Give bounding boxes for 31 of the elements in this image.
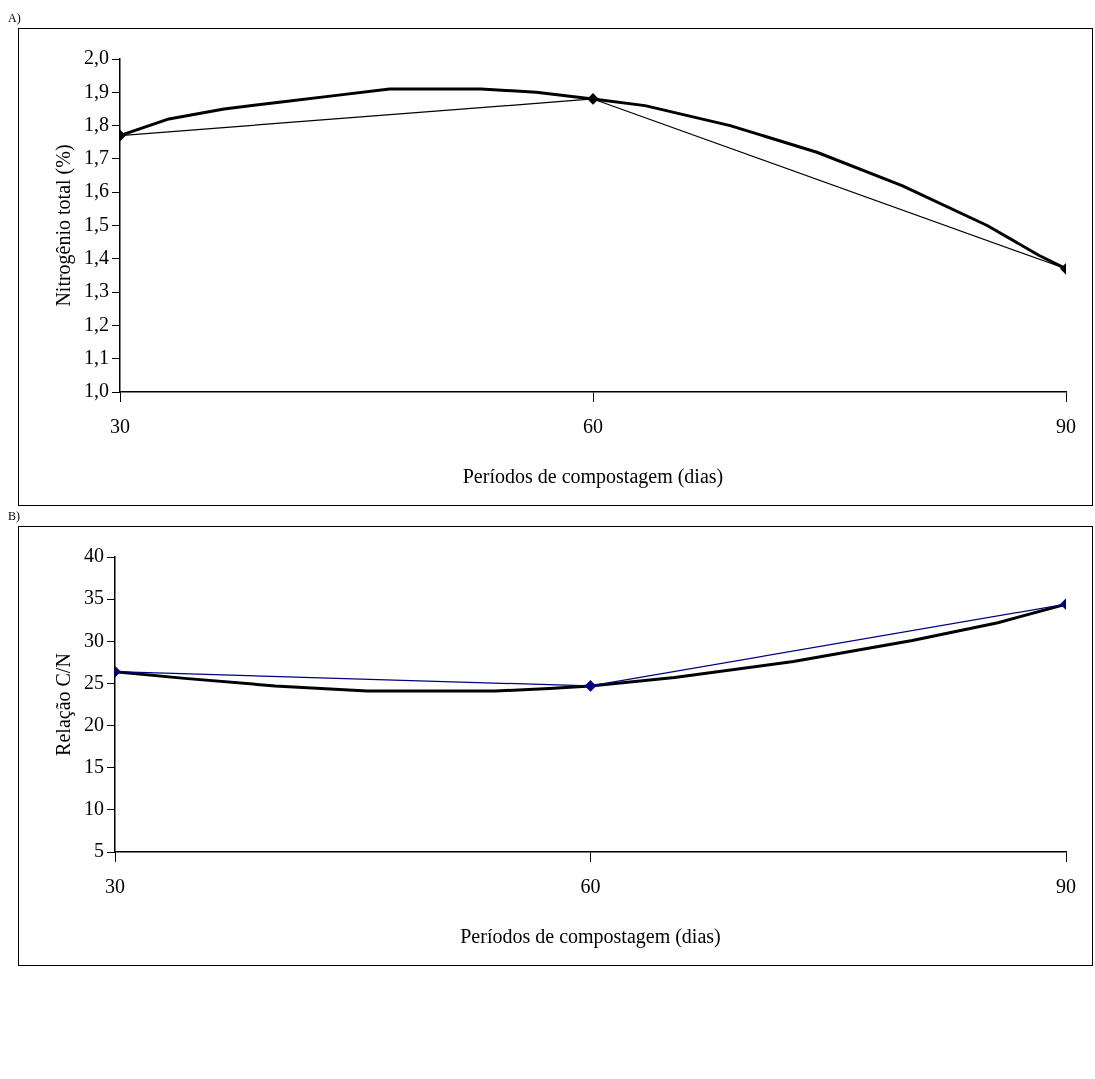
y-tick-label: 1,3 [84,279,109,302]
y-tick-label: 15 [84,754,104,777]
y-tick-label: 10 [84,797,104,820]
y-tick-label: 1,0 [84,379,109,402]
y-tick-label: 1,8 [84,112,109,135]
y-tick-label: 5 [94,839,104,862]
y-axis-title: Nitrogênio total (%) [52,144,76,307]
x-axis-title: Períodos de compostagem (dias) [460,925,721,949]
x-tick-label: 90 [1056,875,1076,898]
x-tick-label: 30 [110,415,130,438]
y-tick-label: 40 [84,544,104,567]
x-tick-label: 60 [580,875,601,898]
y-tick-label: 35 [84,586,104,609]
x-tick-label: 60 [583,415,603,438]
y-tick-label: 30 [84,628,104,651]
y-tick-label: 1,6 [84,179,109,202]
y-tick-label: 1,4 [84,246,109,269]
x-tick-label: 30 [105,875,125,898]
y-axis-title: Relação C/N [52,653,76,756]
y-tick-label: 1,2 [84,312,109,335]
y-tick-label: 2,0 [84,46,109,69]
text: B) [8,508,21,525]
text: A) [8,10,22,27]
y-tick-label: 25 [84,670,104,693]
y-tick-label: 20 [84,712,104,735]
x-axis-title: Períodos de compostagem (dias) [462,465,724,489]
y-tick-label: 1,9 [84,79,109,102]
y-tick-label: 1,7 [84,146,109,169]
x-tick-label: 90 [1056,415,1076,438]
y-tick-label: 1,1 [84,345,109,368]
y-tick-label: 1,5 [84,212,109,235]
